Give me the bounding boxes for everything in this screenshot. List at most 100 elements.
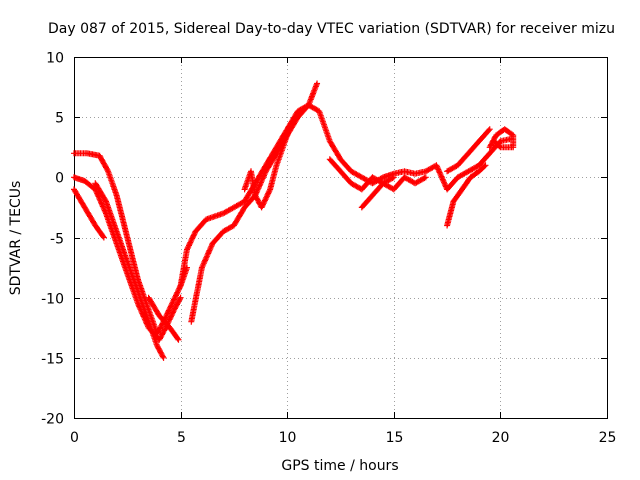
plus-marker-group	[380, 175, 396, 187]
series-track-e	[145, 294, 182, 343]
plus-marker-group	[171, 296, 183, 313]
plus-marker-group	[156, 326, 168, 343]
plus-marker-group	[454, 151, 471, 169]
plus-marker-group	[124, 258, 141, 294]
plus-marker-group	[230, 205, 247, 229]
plus-marker-group	[177, 248, 190, 289]
plus-marker-group	[273, 127, 290, 151]
plus-marker	[314, 80, 321, 87]
plus-marker	[390, 174, 397, 181]
plus-marker-group	[113, 228, 130, 264]
plus-marker-group	[169, 284, 183, 307]
plus-marker	[422, 174, 429, 181]
plus-marker	[160, 354, 167, 361]
plus-marker-group	[465, 139, 482, 157]
plus-marker	[482, 162, 489, 169]
x-tick-label: 15	[386, 430, 404, 446]
plus-marker-group	[154, 342, 166, 360]
plus-marker-group	[433, 162, 450, 191]
x-tick-label: 0	[70, 430, 79, 446]
plus-marker	[100, 234, 107, 241]
plus-marker-group	[81, 204, 98, 228]
plus-marker-group	[184, 229, 198, 253]
plus-marker-group	[192, 217, 209, 235]
plus-marker-group	[454, 169, 471, 181]
data-marks	[71, 80, 517, 361]
plus-marker-group	[492, 139, 504, 151]
grid	[74, 57, 607, 418]
x-axis-label: GPS time / hours	[281, 458, 398, 474]
plus-marker-group	[71, 186, 87, 210]
plus-marker-group	[284, 109, 301, 133]
plus-marker-group	[92, 186, 109, 215]
series-track-c	[71, 186, 107, 241]
series-track-i	[326, 156, 429, 193]
plus-marker-group	[476, 163, 488, 175]
x-tick-label: 5	[177, 430, 186, 446]
series-track-h	[241, 132, 291, 211]
plus-marker-group	[326, 156, 343, 174]
chart-title: Day 087 of 2015, Sidereal Day-to-day VTE…	[48, 21, 615, 37]
plus-marker-group	[348, 168, 364, 180]
plus-marker-group	[358, 175, 375, 193]
plus-marker	[175, 336, 182, 343]
plus-marker-group	[316, 108, 333, 143]
plus-marker-group	[81, 177, 98, 192]
plus-marker-group	[467, 169, 481, 181]
plus-marker-group	[92, 222, 106, 240]
plus-marker-group	[267, 163, 280, 193]
series-track-m	[486, 126, 517, 151]
plus-marker-group	[145, 318, 160, 348]
plus-marker-group	[145, 294, 162, 318]
plus-marker-group	[230, 199, 247, 211]
plus-marker-group	[156, 312, 172, 330]
plus-marker-group	[92, 180, 109, 204]
plus-marker-group	[390, 175, 407, 193]
plus-marker-group	[369, 181, 386, 199]
plus-marker-group	[465, 163, 481, 175]
plus-marker	[491, 138, 498, 145]
plus-marker-group	[337, 168, 354, 186]
plus-marker-group	[135, 288, 152, 324]
x-tick-label: 20	[492, 430, 510, 446]
plus-marker-group	[501, 126, 515, 138]
plus-marker-group	[444, 199, 457, 229]
plus-marker-group	[326, 138, 343, 161]
plus-marker-group	[113, 240, 130, 276]
plus-marker-group	[262, 145, 279, 169]
plus-marker-group	[444, 175, 460, 193]
plus-marker-group	[166, 324, 181, 342]
y-tick-label: -10	[41, 292, 64, 308]
plus-marker-group	[209, 229, 226, 247]
plus-marker-group	[203, 210, 225, 223]
y-tick-label: -20	[41, 412, 64, 428]
x-axis-ticks: 0 5 10 15 20 25	[70, 57, 616, 446]
plus-marker-group	[188, 266, 205, 325]
plus-marker	[284, 132, 291, 139]
plus-marker-group	[220, 205, 236, 217]
plus-marker-group	[96, 152, 111, 173]
y-tick-label: -5	[50, 232, 64, 248]
plus-marker-group	[135, 276, 152, 312]
plus-marker-group	[241, 193, 258, 211]
plus-marker-group	[305, 81, 320, 109]
series-track-g	[188, 80, 321, 325]
plus-marker-group	[103, 198, 120, 233]
series-track-f	[177, 102, 515, 289]
plus-marker-group	[459, 175, 473, 193]
y-tick-label: 0	[55, 171, 64, 187]
plus-marker-group	[476, 151, 492, 169]
y-tick-label: -15	[41, 352, 64, 368]
plus-marker-group	[412, 175, 428, 187]
y-axis-label: SDTVAR / TECUs	[8, 181, 24, 296]
y-axis-ticks: 10 5 0 -5 -10 -15 -20	[41, 51, 607, 428]
series-track-k	[444, 162, 489, 229]
plus-marker-group	[294, 103, 311, 121]
plus-marker-group	[358, 193, 375, 211]
plus-marker-group	[337, 156, 354, 174]
plus-marker-group	[103, 210, 120, 245]
y-tick-label: 5	[55, 111, 64, 127]
x-tick-label: 10	[279, 430, 297, 446]
x-tick-label: 25	[599, 430, 617, 446]
